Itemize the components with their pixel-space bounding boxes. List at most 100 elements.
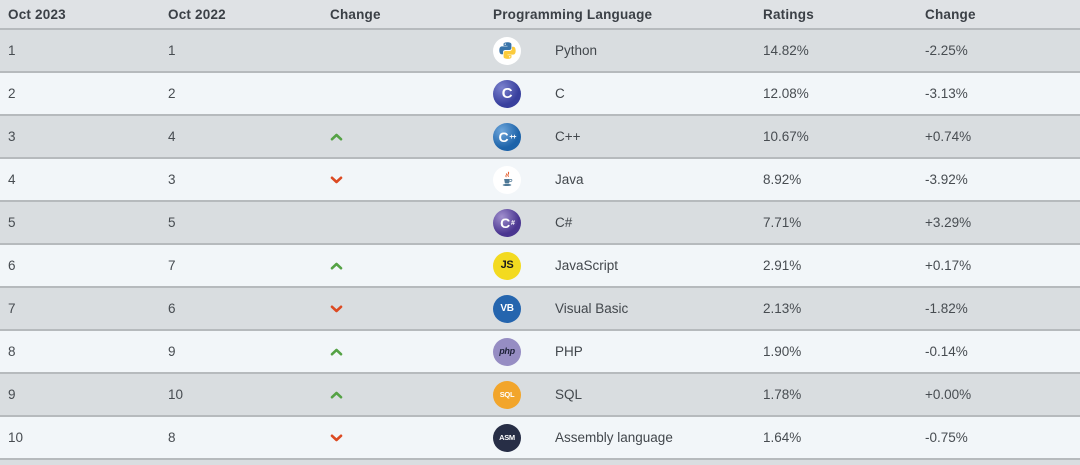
up-arrow-icon bbox=[330, 391, 343, 399]
rating-change: -3.13% bbox=[925, 86, 968, 101]
rank-oct-2022: 10 bbox=[168, 387, 184, 402]
rating-value: 14.82% bbox=[763, 43, 809, 58]
column-header-position-change: Change bbox=[330, 6, 381, 22]
language-cell: VB Visual Basic bbox=[482, 288, 755, 329]
rank-oct-2023: 6 bbox=[8, 258, 16, 273]
javascript-icon: JS bbox=[493, 251, 521, 280]
rating-change: -2.25% bbox=[925, 43, 968, 58]
rating-value: 8.92% bbox=[763, 172, 802, 187]
language-name: Assembly language bbox=[555, 430, 673, 445]
language-cell: php PHP bbox=[482, 331, 755, 372]
asm-icon: ASM bbox=[493, 423, 521, 452]
rank-oct-2023: 8 bbox=[8, 344, 16, 359]
c-icon: C bbox=[493, 79, 521, 108]
rating-change: +0.00% bbox=[925, 387, 972, 402]
rank-oct-2022: 4 bbox=[168, 129, 176, 144]
rank-oct-2022: 7 bbox=[168, 258, 176, 273]
language-name: Python bbox=[555, 43, 598, 58]
column-header-ratings-change: Change bbox=[925, 6, 976, 22]
rank-oct-2022: 5 bbox=[168, 215, 176, 230]
rating-change: -0.75% bbox=[925, 430, 968, 445]
rank-oct-2023: 7 bbox=[8, 301, 16, 316]
rating-change: +3.29% bbox=[925, 215, 972, 230]
rating-change: +0.17% bbox=[925, 258, 972, 273]
language-cell: Python bbox=[482, 30, 755, 71]
rank-oct-2022: 6 bbox=[168, 301, 176, 316]
rank-oct-2022: 3 bbox=[168, 172, 176, 187]
visual-basic-icon: VB bbox=[493, 294, 521, 323]
rank-oct-2022: 1 bbox=[168, 43, 176, 58]
down-arrow-icon bbox=[330, 305, 343, 313]
table-row: 9 10 SQL SQL 1.78% +0.00% bbox=[0, 372, 1080, 415]
php-icon: php bbox=[493, 337, 521, 366]
language-cell: ASM Assembly language bbox=[482, 417, 755, 458]
position-change-cell bbox=[322, 331, 482, 372]
table-row: 10 8 ASM Assembly language 1.64% -0.75% bbox=[0, 415, 1080, 458]
rating-value: 2.13% bbox=[763, 301, 802, 316]
table-header-row: Oct 2023 Oct 2022 Change Programming Lan… bbox=[0, 0, 1080, 28]
sql-icon: SQL bbox=[493, 380, 521, 409]
rating-value: 12.08% bbox=[763, 86, 809, 101]
up-arrow-icon bbox=[330, 262, 343, 270]
rank-oct-2023: 3 bbox=[8, 129, 16, 144]
position-change-cell bbox=[322, 288, 482, 329]
position-change-cell bbox=[322, 159, 482, 200]
csharp-icon: C # bbox=[493, 208, 521, 237]
language-name: Java bbox=[555, 172, 584, 187]
rating-value: 2.91% bbox=[763, 258, 802, 273]
table-row: 7 6 VB Visual Basic 2.13% -1.82% bbox=[0, 286, 1080, 329]
python-icon bbox=[493, 36, 521, 65]
rank-oct-2023: 1 bbox=[8, 43, 16, 58]
table-row: 8 9 php PHP 1.90% -0.14% bbox=[0, 329, 1080, 372]
table-row: 6 7 JS JavaScript 2.91% +0.17% bbox=[0, 243, 1080, 286]
rank-oct-2023: 10 bbox=[8, 430, 24, 445]
table-row: 1 1 Python 14.82% -2.25% bbox=[0, 28, 1080, 71]
position-change-cell bbox=[322, 417, 482, 458]
table-row: 2 2 C C 12.08% -3.13% bbox=[0, 71, 1080, 114]
language-cell: C # C# bbox=[482, 202, 755, 243]
rank-oct-2023: 9 bbox=[8, 387, 16, 402]
down-arrow-icon bbox=[330, 434, 343, 442]
language-name: JavaScript bbox=[555, 258, 619, 273]
rank-oct-2022: 9 bbox=[168, 344, 176, 359]
language-cell: SQL SQL bbox=[482, 374, 755, 415]
language-name: Visual Basic bbox=[555, 301, 629, 316]
rating-change: -3.92% bbox=[925, 172, 968, 187]
up-arrow-icon bbox=[330, 348, 343, 356]
rating-value: 10.67% bbox=[763, 129, 809, 144]
cpp-icon: C ++ bbox=[493, 122, 521, 151]
position-change-cell bbox=[322, 73, 482, 114]
position-change-cell bbox=[322, 374, 482, 415]
table-body: 1 1 Python 14.82% -2.25% 2 2 C C 12.08% … bbox=[0, 28, 1080, 458]
rating-value: 7.71% bbox=[763, 215, 802, 230]
rank-oct-2023: 2 bbox=[8, 86, 16, 101]
table-row: 5 5 C # C# 7.71% +3.29% bbox=[0, 200, 1080, 243]
language-cell: Java bbox=[482, 159, 755, 200]
rank-oct-2023: 5 bbox=[8, 215, 16, 230]
column-header-programming-language: Programming Language bbox=[493, 6, 653, 22]
position-change-cell bbox=[322, 202, 482, 243]
table-row: 4 3 Java 8.92% -3.92% bbox=[0, 157, 1080, 200]
rank-oct-2022: 2 bbox=[168, 86, 176, 101]
rating-value: 1.90% bbox=[763, 344, 802, 359]
column-header-ratings: Ratings bbox=[763, 6, 814, 22]
rating-change: -1.82% bbox=[925, 301, 968, 316]
rank-oct-2023: 4 bbox=[8, 172, 16, 187]
down-arrow-icon bbox=[330, 176, 343, 184]
next-row-partial bbox=[0, 458, 1080, 465]
rating-change: +0.74% bbox=[925, 129, 972, 144]
language-name: C++ bbox=[555, 129, 581, 144]
rating-change: -0.14% bbox=[925, 344, 968, 359]
position-change-cell bbox=[322, 30, 482, 71]
language-cell: JS JavaScript bbox=[482, 245, 755, 286]
rank-oct-2022: 8 bbox=[168, 430, 176, 445]
language-name: C bbox=[555, 86, 565, 101]
java-icon bbox=[493, 165, 521, 194]
column-header-oct-2022: Oct 2022 bbox=[168, 6, 226, 22]
up-arrow-icon bbox=[330, 133, 343, 141]
language-cell: C C bbox=[482, 73, 755, 114]
position-change-cell bbox=[322, 245, 482, 286]
table-row: 3 4 C ++ C++ 10.67% +0.74% bbox=[0, 114, 1080, 157]
column-header-oct-2023: Oct 2023 bbox=[8, 6, 66, 22]
